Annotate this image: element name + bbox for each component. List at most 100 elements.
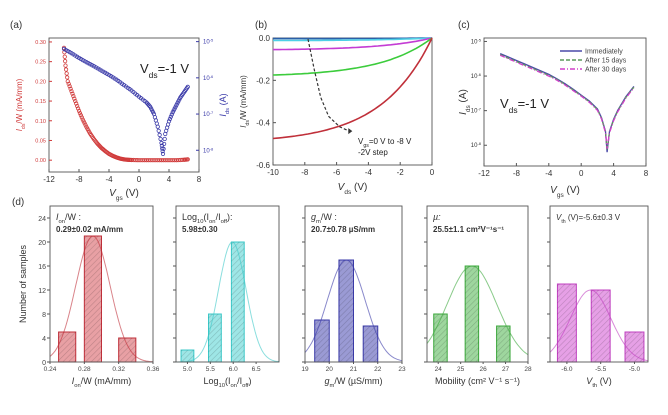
y-tick-label: 0 <box>42 360 46 367</box>
y-axis-right-label: Ids (A) <box>218 93 231 116</box>
y-tick-label: 24 <box>38 216 46 223</box>
legend-entry: After 30 days <box>585 67 627 74</box>
y-right-tick-label: 10-8 <box>203 146 214 155</box>
data-point-log <box>168 114 173 119</box>
panel-label-d: (d) <box>12 197 24 208</box>
x-tick-label: -10 <box>267 168 279 177</box>
data-point-log <box>160 149 165 154</box>
data-point-linear <box>74 101 79 106</box>
histogram-bar-hatch <box>118 338 136 362</box>
annotation-vds: Vds=-1 V <box>140 61 189 80</box>
x-tick-label: -8 <box>75 175 83 184</box>
histogram-bar-hatch <box>465 266 479 362</box>
x-axis-label: Vgs (V) <box>109 188 139 202</box>
x-tick-label: 19 <box>301 366 309 373</box>
y-tick-label: -0.4 <box>256 119 270 128</box>
data-point-log <box>162 136 167 142</box>
x-tick-label: -4 <box>105 175 113 184</box>
x-tick-label: 0 <box>430 168 435 177</box>
histogram-stat: 5.98±0.30 <box>182 225 218 234</box>
histogram-title: µ: <box>433 212 441 222</box>
x-tick-label: -12 <box>478 169 490 178</box>
output-curve <box>272 37 433 76</box>
x-tick-label: 8 <box>644 169 649 178</box>
x-tick-label: 6.5 <box>252 366 261 373</box>
histogram-bar-hatch <box>338 260 354 362</box>
x-tick-label: -4 <box>545 169 553 178</box>
x-tick-label: -5.5 <box>595 366 607 373</box>
chart-a: -12 -8 -4 0 4 8 0.00 0.05 0.10 0.15 0.20 0.25 0.30 10… <box>15 37 231 201</box>
x-tick-label: -8 <box>301 168 309 177</box>
x-tick-label: 20 <box>326 366 334 373</box>
gaussian-fit <box>304 259 403 362</box>
histogram-bar-hatch <box>433 314 448 362</box>
histogram-frame <box>175 205 280 363</box>
y-axis-label: Number of samples <box>18 244 28 323</box>
data-point-linear <box>72 96 77 101</box>
x-axis-label: Log10(Ion/Ioff) <box>204 376 252 389</box>
x-tick-label: 4 <box>167 175 172 184</box>
y-tick-label: 16 <box>38 264 46 271</box>
gaussian-fit <box>549 289 649 362</box>
x-tick-label: 24 <box>435 366 443 373</box>
data-point-log <box>158 136 163 142</box>
step-arrow <box>307 38 350 132</box>
x-tick-label: 5.0 <box>183 366 192 373</box>
chart-a-frame <box>48 37 200 173</box>
x-tick-label: 21 <box>350 366 358 373</box>
arrow-head-icon <box>348 128 353 135</box>
data-point-log <box>162 141 167 147</box>
gaussian-fit <box>426 265 529 356</box>
histogram-title: Vth (V)=-5.6±0.3 V <box>556 213 621 225</box>
data-point-log <box>159 140 164 146</box>
y-tick-label: 8 <box>42 312 46 319</box>
y-axis-label: Ids/W (mA/mm) <box>239 75 251 128</box>
histogram-title: Log10(Ion/Ioff): <box>182 212 232 225</box>
data-point-linear <box>185 157 190 162</box>
data-point-linear <box>75 106 81 111</box>
x-tick-label: 22 <box>374 366 382 373</box>
x-tick-label: 0 <box>579 169 584 178</box>
histogram-stat: 25.5±1.1 cm²V⁻¹s⁻¹ <box>433 225 504 234</box>
x-tick-label: 0.28 <box>78 366 91 373</box>
x-tick-label: -4 <box>365 168 373 177</box>
histogram-bar-hatch <box>557 284 577 362</box>
x-axis-label: gm/W (µS/mm) <box>324 376 382 389</box>
y-axis-label: Ids (A) <box>458 89 472 115</box>
legend-entry: After 15 days <box>585 58 627 65</box>
x-axis-label: Vds (V) <box>338 182 368 196</box>
data-point-linear <box>79 115 84 120</box>
y-tick-label: 0.0 <box>259 34 271 43</box>
data-point-log <box>169 112 174 117</box>
histogram-5: -6.0 -5.5 -5.0 Vth (V)=-5.6±0.3 V Vth (V) <box>547 205 649 389</box>
data-point-log <box>156 128 161 133</box>
data-point-linear <box>69 89 74 94</box>
y-tick-label: 12 <box>38 288 46 295</box>
data-point-linear <box>65 79 70 84</box>
x-tick-label: -2 <box>397 168 405 177</box>
data-point-log <box>157 132 162 137</box>
y-left-tick-label: 0.00 <box>35 158 46 164</box>
x-tick-label: 4 <box>611 169 616 178</box>
y-axis-left-label: Ids/W (mA/mm) <box>15 78 27 131</box>
histogram-stat: 0.29±0.02 mA/mm <box>56 225 123 234</box>
histogram-bar-hatch <box>58 332 76 362</box>
data-point-linear <box>63 63 68 68</box>
x-tick-label: 26 <box>479 366 487 373</box>
histogram-bar-hatch <box>181 350 194 362</box>
data-point-linear <box>75 103 80 109</box>
y-tick-label: 10-7 <box>471 106 482 115</box>
histogram-bar-hatch <box>625 332 644 362</box>
histogram-bar-hatch <box>208 314 222 362</box>
annotation-vgs: Vgs=0 V to -8 V <box>358 137 412 149</box>
annotation-step: -2V step <box>358 148 388 157</box>
y-left-tick-label: 0.30 <box>35 40 46 46</box>
histogram-2: 5.0 5.5 6.0 6.5 Log10(Ion/Ioff):5.98±0.30 Log… <box>173 205 280 389</box>
y-left-tick-label: 0.20 <box>35 79 46 85</box>
x-tick-label: 8 <box>197 175 202 184</box>
x-tick-label: -6 <box>333 168 341 177</box>
y-left-tick-label: 0.15 <box>35 99 46 105</box>
y-tick-label: -0.6 <box>256 161 270 170</box>
data-point-linear <box>63 67 69 72</box>
histogram-frame <box>426 205 529 363</box>
